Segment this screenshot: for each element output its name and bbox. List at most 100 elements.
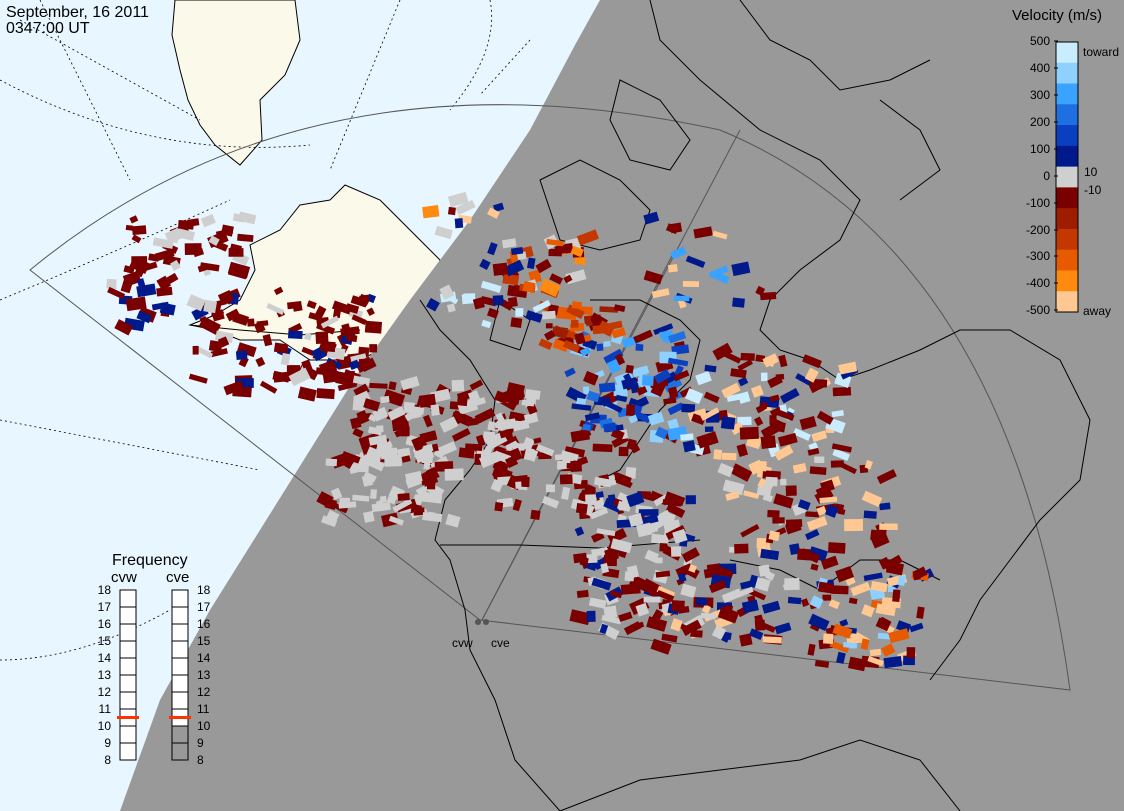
velocity-cell [368, 414, 378, 422]
velocity-cell [467, 390, 481, 403]
velocity-cell [545, 484, 555, 493]
frequency-tick-label: 14 [197, 651, 211, 665]
velocity-cell [487, 207, 500, 219]
velocity-cell [814, 660, 830, 668]
velocity-cells [106, 191, 935, 672]
velocity-cell [352, 494, 370, 502]
velocity-cell [546, 238, 564, 247]
velocity-cell [456, 394, 468, 407]
velocity-cell [439, 284, 455, 300]
velocity-cell [628, 512, 644, 528]
velocity-cell [570, 245, 584, 258]
velocity-cell [325, 458, 338, 467]
velocity-cell [444, 420, 455, 427]
velocity-cell [916, 606, 925, 619]
velocity-cell [837, 508, 846, 516]
frequency-tick-label: 10 [197, 719, 211, 733]
velocity-cell [331, 300, 353, 315]
frequency-tick-label: 10 [98, 719, 112, 733]
velocity-cell [667, 357, 689, 367]
velocity-cell [831, 585, 849, 595]
velocity-cell [616, 491, 631, 505]
velocity-cell [736, 443, 749, 457]
velocity-cell [351, 314, 367, 325]
velocity-cell [667, 386, 679, 399]
velocity-cell [817, 581, 834, 594]
velocity-cell [610, 428, 625, 441]
velocity-cell [487, 242, 498, 256]
velocity-cell [574, 332, 586, 345]
velocity-cell [685, 565, 700, 579]
velocity-cell [501, 238, 517, 249]
velocity-cell [769, 394, 780, 403]
velocity-cell [114, 319, 134, 336]
velocity-cell [357, 412, 372, 420]
velocity-cell [876, 469, 897, 485]
velocity-cell [539, 278, 561, 298]
velocity-toward-label: toward [1083, 45, 1119, 59]
velocity-cell [208, 235, 220, 246]
velocity-cell [614, 474, 633, 489]
velocity-cell [445, 513, 461, 528]
velocity-cell [339, 497, 350, 504]
velocity-cell [730, 463, 753, 482]
velocity-colorbar-swatch [1056, 291, 1078, 313]
velocity-cell [685, 495, 696, 505]
velocity-cell [757, 620, 776, 633]
velocity-cell [451, 428, 471, 442]
velocity-cell [288, 367, 311, 387]
velocity-tick-label: 500 [1030, 34, 1050, 48]
velocity-cell [422, 476, 432, 487]
velocity-cell [536, 444, 555, 457]
velocity-cell [897, 574, 907, 587]
velocity-cell [603, 348, 624, 365]
velocity-cell [418, 393, 437, 408]
velocity-cell [566, 304, 585, 319]
velocity-cell [419, 430, 438, 444]
velocity-cell [651, 288, 670, 299]
velocity-cell [474, 407, 496, 424]
velocity-cell [532, 299, 551, 313]
velocity-cell [564, 446, 586, 458]
velocity-cell [369, 344, 378, 353]
velocity-colorbar-swatch [1056, 228, 1078, 251]
velocity-cell [423, 459, 431, 470]
velocity-cell [806, 516, 828, 531]
velocity-cell [635, 602, 650, 617]
velocity-colorbar-swatch [1056, 187, 1078, 209]
velocity-cell [582, 386, 590, 395]
velocity-cell [306, 300, 317, 310]
velocity-cell [570, 429, 591, 443]
velocity-cell [388, 515, 404, 526]
velocity-cell [618, 446, 629, 457]
velocity-cell [626, 438, 637, 451]
velocity-cell [823, 633, 834, 644]
velocity-colorbar-swatch [1056, 125, 1078, 147]
date-label: September, 16 2011 [6, 4, 149, 21]
velocity-colorbar-swatch [1056, 249, 1078, 271]
velocity-cell [582, 423, 591, 431]
velocity-cell [775, 409, 795, 422]
velocity-cell [592, 324, 610, 335]
velocity-cell [740, 352, 755, 361]
velocity-cell [326, 509, 340, 523]
frequency-tick-label: 8 [197, 753, 204, 767]
velocity-cell [906, 647, 916, 659]
velocity-cell [720, 416, 736, 430]
velocity-cell [861, 490, 883, 508]
velocity-cell [774, 622, 792, 635]
velocity-cell [599, 623, 609, 635]
radar-site-cve-marker [483, 619, 489, 625]
velocity-cell [447, 206, 456, 216]
velocity-cell [543, 329, 556, 341]
velocity-cell [725, 491, 740, 501]
velocity-cell [571, 301, 583, 310]
velocity-cell [596, 343, 604, 352]
velocity-cell [774, 444, 794, 461]
velocity-cell [358, 346, 370, 357]
velocity-cell [625, 364, 634, 374]
velocity-cell [661, 633, 678, 643]
velocity-cell [192, 345, 199, 355]
frequency-tick-label: 8 [104, 753, 111, 767]
velocity-cell [792, 463, 807, 474]
